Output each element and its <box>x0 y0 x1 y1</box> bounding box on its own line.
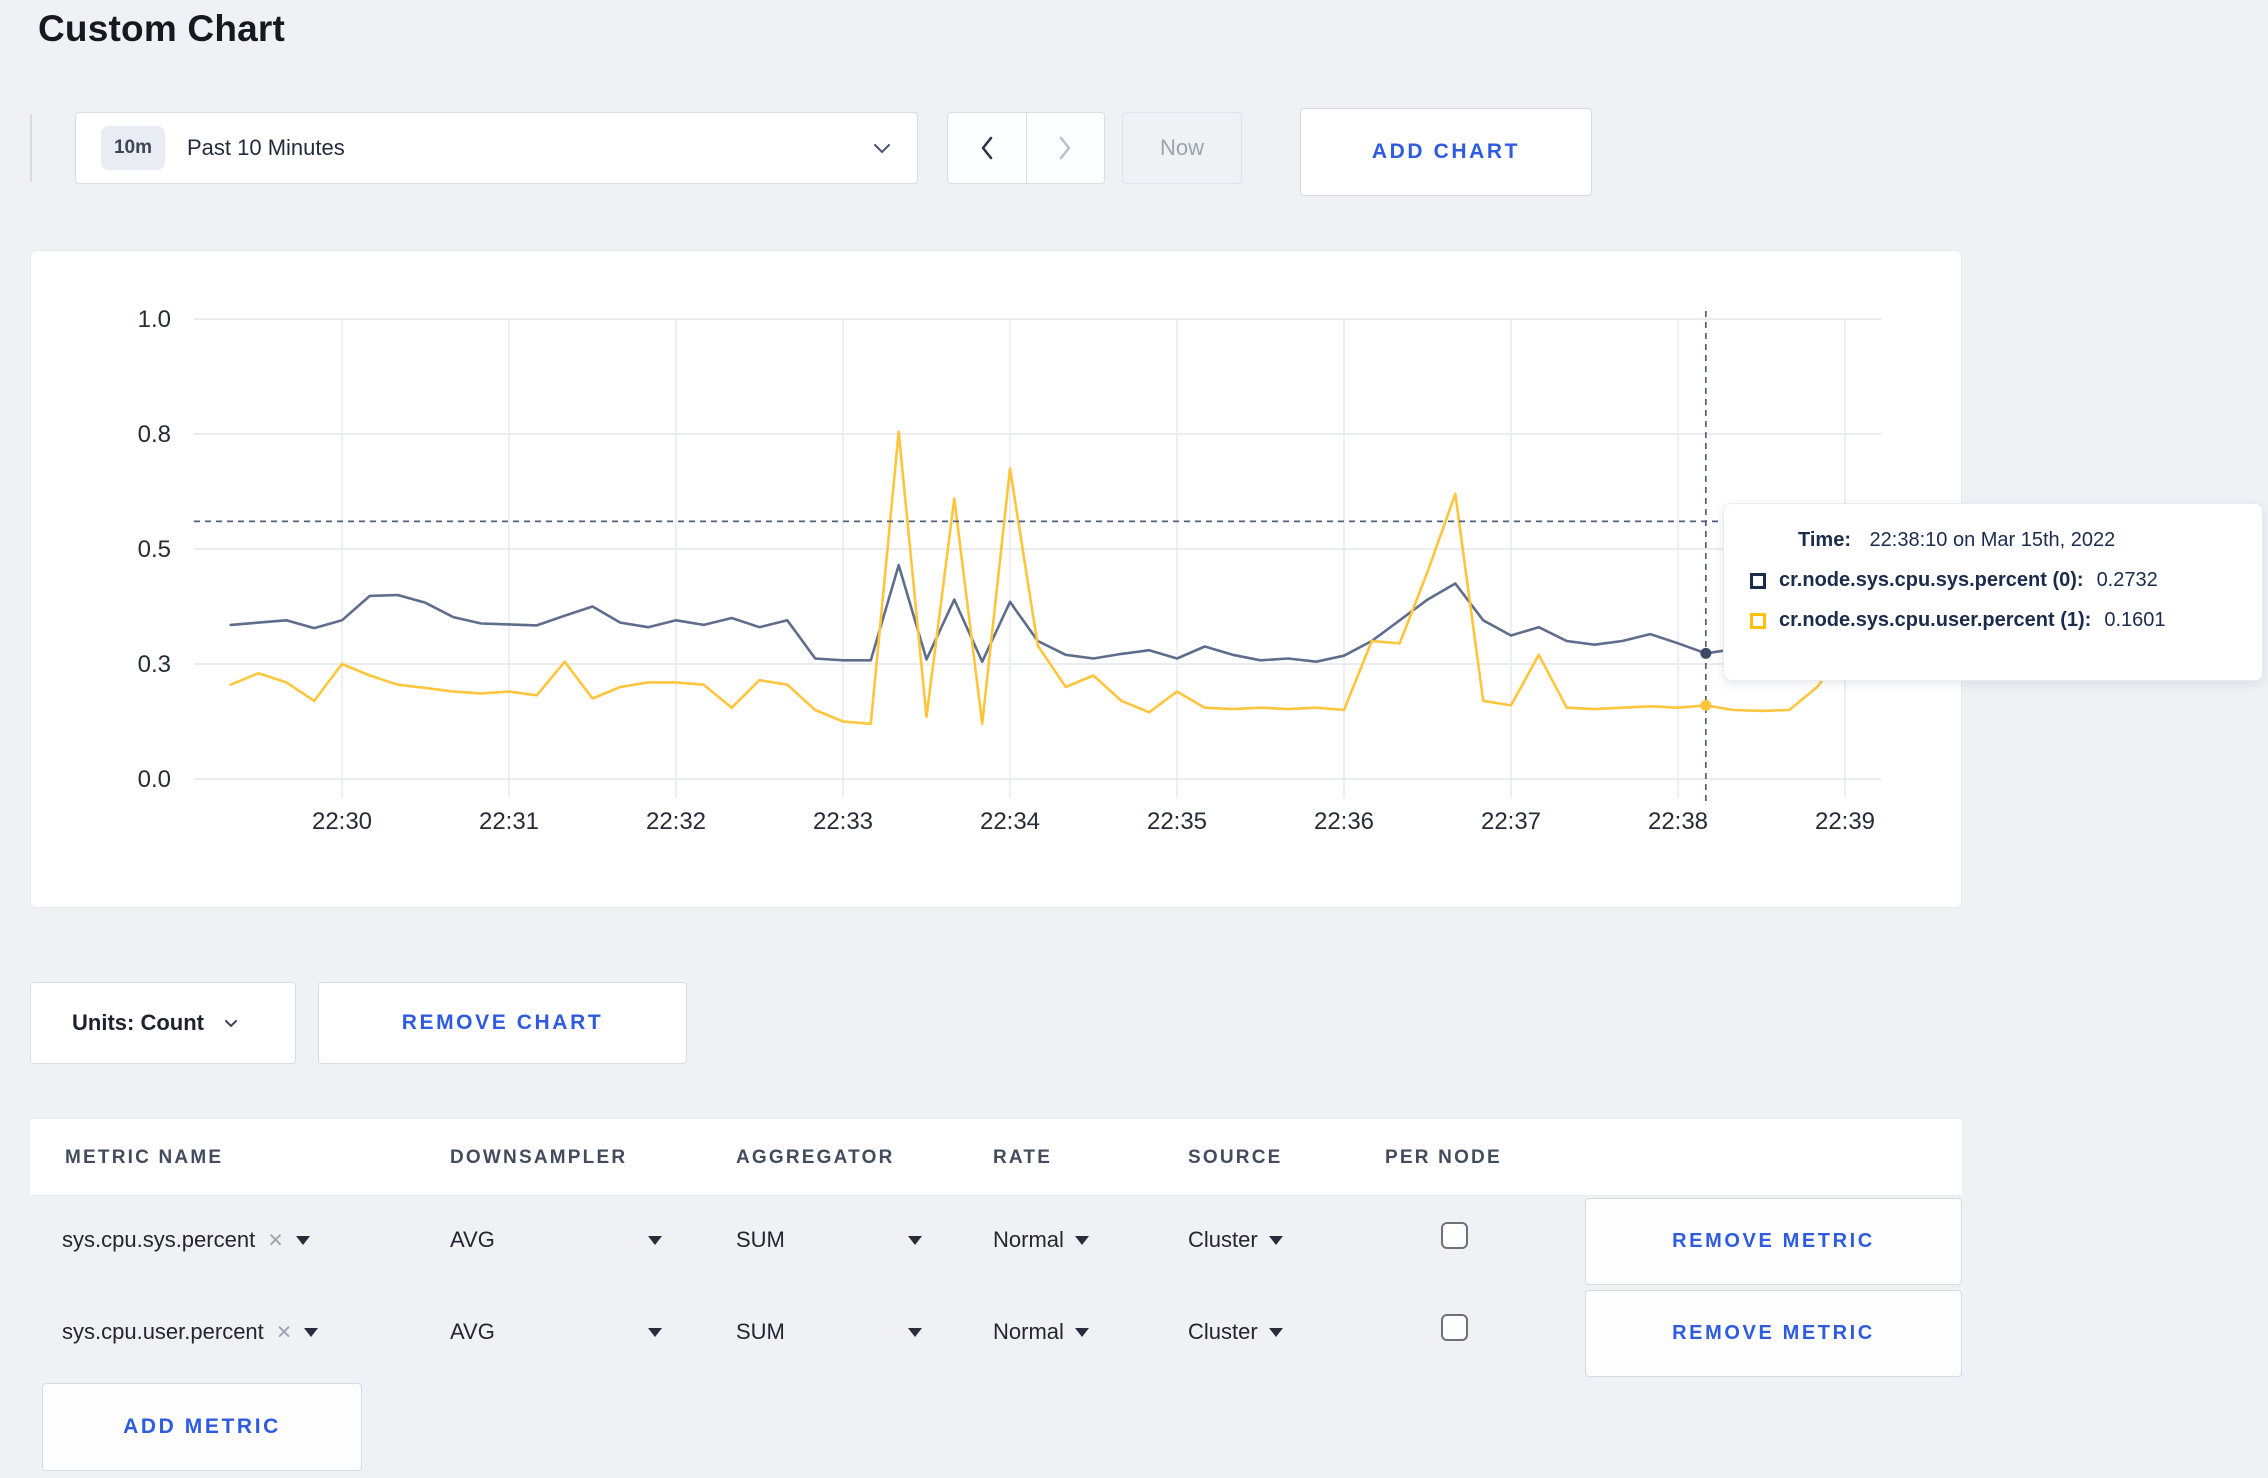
clear-icon[interactable]: × <box>268 1225 283 1254</box>
dropdown-arrow-icon <box>1074 1327 1089 1337</box>
time-range-select[interactable]: 10m Past 10 Minutes <box>75 112 918 184</box>
svg-text:22:33: 22:33 <box>813 808 873 835</box>
svg-text:22:38: 22:38 <box>1648 808 1708 835</box>
downsampler-select[interactable]: AVG <box>450 1227 662 1253</box>
rate-select[interactable]: Normal <box>993 1227 1089 1253</box>
metrics-table-header: METRIC NAME DOWNSAMPLER AGGREGATOR RATE … <box>30 1118 1962 1196</box>
col-header-downsampler: DOWNSAMPLER <box>450 1147 628 1168</box>
svg-text:22:32: 22:32 <box>646 808 706 835</box>
time-pager <box>947 112 1105 184</box>
col-header-metric-name: METRIC NAME <box>65 1147 224 1168</box>
aggregator-value: SUM <box>736 1227 785 1252</box>
chevron-down-icon <box>224 1019 238 1028</box>
downsampler-value: AVG <box>450 1319 495 1344</box>
tooltip-series-row: cr.node.sys.cpu.user.percent (1): 0.1601 <box>1750 609 2236 632</box>
chart-card: 0.0 0.3 0.5 0.8 1.0 22:30 22:31 22:32 22:33 22:34… <box>30 250 1962 908</box>
col-header-aggregator: AGGREGATOR <box>736 1147 895 1168</box>
svg-text:22:35: 22:35 <box>1147 808 1207 835</box>
rate-value: Normal <box>993 1319 1064 1344</box>
chevron-down-icon <box>873 143 891 154</box>
remove-chart-button[interactable]: REMOVE CHART <box>318 982 687 1064</box>
time-range-badge: 10m <box>101 126 165 170</box>
rate-select[interactable]: Normal <box>993 1319 1089 1345</box>
svg-text:22:34: 22:34 <box>980 808 1040 835</box>
svg-text:1.0: 1.0 <box>138 306 171 333</box>
remove-metric-button[interactable]: REMOVE METRIC <box>1585 1198 1962 1285</box>
tooltip-time-value: 22:38:10 on Mar 15th, 2022 <box>1869 529 2116 551</box>
dropdown-arrow-icon <box>648 1235 662 1245</box>
svg-text:22:39: 22:39 <box>1815 808 1875 835</box>
units-label: Units: Count <box>72 1010 204 1035</box>
metric-name-select[interactable]: sys.cpu.user.percent × <box>62 1317 319 1346</box>
dropdown-arrow-icon <box>908 1327 922 1337</box>
prev-time-button[interactable] <box>948 113 1026 183</box>
downsampler-value: AVG <box>450 1227 495 1252</box>
remove-metric-button[interactable]: REMOVE METRIC <box>1585 1290 1962 1377</box>
series-swatch-user <box>1750 612 1766 629</box>
chevron-right-icon <box>1057 134 1073 162</box>
metric-row: sys.cpu.user.percent × AVG SUM Normal Cl… <box>30 1288 1962 1380</box>
tooltip-series-value: 0.1601 <box>2104 609 2166 631</box>
dropdown-arrow-icon <box>908 1235 922 1245</box>
metric-name-value: sys.cpu.sys.percent <box>62 1227 256 1252</box>
metric-row: sys.cpu.sys.percent × AVG SUM Normal Clu… <box>30 1196 1962 1288</box>
svg-text:22:37: 22:37 <box>1481 808 1541 835</box>
add-metric-button[interactable]: ADD METRIC <box>42 1383 362 1471</box>
svg-text:0.8: 0.8 <box>138 421 171 448</box>
rate-value: Normal <box>993 1227 1064 1252</box>
source-value: Cluster <box>1188 1227 1258 1252</box>
chart-tooltip: Time: 22:38:10 on Mar 15th, 2022 cr.node… <box>1723 503 2263 681</box>
source-select[interactable]: Cluster <box>1188 1227 1283 1253</box>
tooltip-series-label: cr.node.sys.cpu.sys.percent (0): <box>1779 569 2084 591</box>
add-chart-button[interactable]: ADD CHART <box>1300 108 1592 196</box>
chevron-left-icon <box>979 134 995 162</box>
downsampler-select[interactable]: AVG <box>450 1319 662 1345</box>
source-select[interactable]: Cluster <box>1188 1319 1283 1345</box>
metric-name-select[interactable]: sys.cpu.sys.percent × <box>62 1227 310 1253</box>
dropdown-arrow-icon <box>304 1327 319 1337</box>
col-header-source: SOURCE <box>1188 1147 1283 1168</box>
col-header-per-node: PER NODE <box>1385 1147 1502 1168</box>
dropdown-arrow-icon <box>1268 1327 1283 1337</box>
col-header-rate: RATE <box>993 1147 1053 1168</box>
svg-text:0.3: 0.3 <box>138 651 171 678</box>
time-range-label: Past 10 Minutes <box>187 135 345 160</box>
dropdown-arrow-icon <box>1074 1235 1089 1245</box>
units-select[interactable]: Units: Count <box>30 982 296 1064</box>
svg-text:0.5: 0.5 <box>138 536 171 563</box>
dropdown-arrow-icon <box>1268 1235 1283 1245</box>
svg-text:22:31: 22:31 <box>479 808 539 835</box>
per-node-checkbox[interactable] <box>1441 1314 1468 1341</box>
tooltip-series-row: cr.node.sys.cpu.sys.percent (0): 0.2732 <box>1750 569 2236 592</box>
dropdown-arrow-icon <box>295 1235 310 1245</box>
svg-text:0.0: 0.0 <box>138 766 171 793</box>
clear-icon[interactable]: × <box>276 1317 292 1346</box>
tooltip-series-value: 0.2732 <box>2096 569 2158 591</box>
aggregator-select[interactable]: SUM <box>736 1227 922 1253</box>
tooltip-time-label: Time: <box>1798 529 1851 551</box>
per-node-checkbox[interactable] <box>1441 1222 1468 1249</box>
tooltip-time: Time: 22:38:10 on Mar 15th, 2022 <box>1750 529 2236 552</box>
series-swatch-sys <box>1750 572 1766 589</box>
aggregator-select[interactable]: SUM <box>736 1319 922 1345</box>
metric-name-value: sys.cpu.user.percent <box>62 1319 264 1344</box>
svg-text:22:36: 22:36 <box>1314 808 1374 835</box>
svg-text:22:30: 22:30 <box>312 808 372 835</box>
next-time-button[interactable] <box>1025 113 1105 183</box>
toolbar-divider <box>30 114 32 182</box>
page-title: Custom Chart <box>38 8 286 49</box>
chart-svg[interactable]: 0.0 0.3 0.5 0.8 1.0 22:30 22:31 22:32 22:33 22:34… <box>31 251 1963 909</box>
aggregator-value: SUM <box>736 1319 785 1344</box>
now-button[interactable]: Now <box>1122 112 1242 184</box>
dropdown-arrow-icon <box>648 1327 662 1337</box>
source-value: Cluster <box>1188 1319 1258 1344</box>
tooltip-series-label: cr.node.sys.cpu.user.percent (1): <box>1779 609 2092 631</box>
